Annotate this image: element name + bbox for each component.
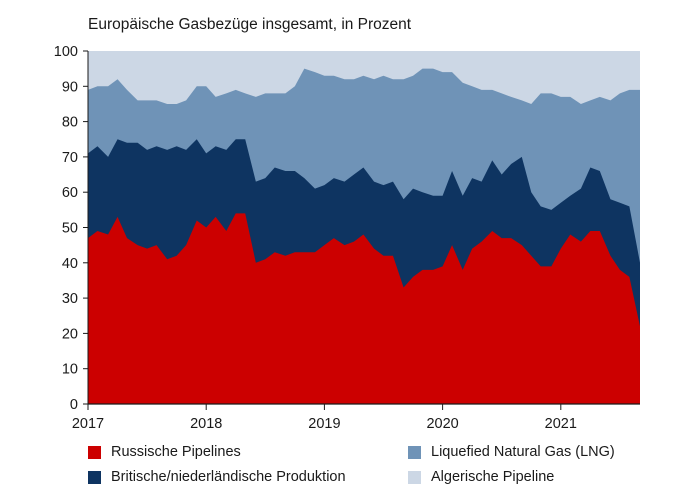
x-tick-label: 2017 [72,416,104,432]
x-tick-label: 2019 [308,416,340,432]
x-tick-label: 2021 [545,416,577,432]
y-tick-label: 100 [54,44,78,60]
legend-item-british-dutch-production: Britische/niederländische Produktion [88,469,346,485]
y-tick-label: 50 [62,221,78,237]
x-tick-label: 2020 [426,416,458,432]
legend-label: Britische/niederländische Produktion [111,469,346,485]
legend-item-algerian-pipeline: Algerische Pipeline [408,469,554,485]
y-tick-label: 10 [62,362,78,378]
legend-label: Liquefied Natural Gas (LNG) [431,444,615,460]
legend: Russische Pipelines Liquefied Natural Ga… [88,444,648,494]
legend-swatch-russian-pipelines [88,445,101,459]
y-axis: 0 10 20 30 40 50 60 70 80 90 100 [54,44,89,413]
legend-item-russian-pipelines: Russische Pipelines [88,444,241,460]
y-tick-label: 90 [62,79,78,95]
x-axis: 2017 2018 2019 2020 2021 [72,403,640,432]
y-tick-label: 80 [62,115,78,131]
y-tick-label: 40 [62,256,78,272]
y-tick-label: 30 [62,291,78,307]
y-tick-label: 60 [62,185,78,201]
y-tick-label: 0 [70,397,78,413]
area-russische-pipelines [88,213,640,404]
x-tick-label: 2018 [190,416,222,432]
chart-title: Europäische Gasbezüge insgesamt, in Proz… [88,16,412,33]
y-tick-label: 70 [62,150,78,166]
legend-label: Russische Pipelines [111,444,241,460]
y-tick-label: 20 [62,326,78,342]
legend-label: Algerische Pipeline [431,469,555,485]
legend-swatch-british-dutch-production [88,470,101,484]
legend-swatch-algerian-pipeline [408,470,421,484]
series-areas [88,51,640,405]
legend-item-lng: Liquefied Natural Gas (LNG) [408,444,615,460]
legend-swatch-lng [408,445,421,459]
